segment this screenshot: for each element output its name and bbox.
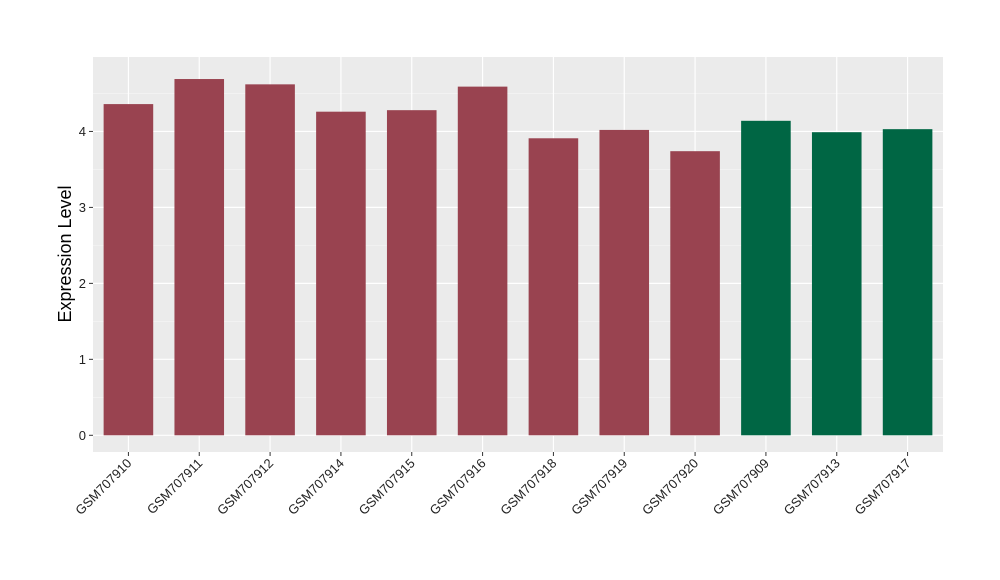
y-tick-label: 0 xyxy=(79,428,86,443)
bar-GSM707912 xyxy=(245,84,295,436)
x-tick-label: GSM707911 xyxy=(144,456,206,518)
bar-GSM707910 xyxy=(103,104,154,436)
x-tick-label: GSM707913 xyxy=(781,456,843,518)
x-tick-label: GSM707914 xyxy=(285,456,347,518)
plot-panel xyxy=(93,57,943,452)
x-tick-label: GSM707918 xyxy=(497,456,559,518)
bar-GSM707917 xyxy=(882,129,933,436)
x-tick-label: GSM707919 xyxy=(568,456,630,518)
y-axis-title: Expression Level xyxy=(55,185,75,322)
bar-GSM707920 xyxy=(670,151,720,436)
x-axis: GSM707910 GSM707911 GSM707912 GSM707914 GSM7… xyxy=(72,452,914,518)
x-tick-label: GSM707915 xyxy=(356,456,418,518)
bar-GSM707909 xyxy=(741,120,791,436)
y-tick-label: 3 xyxy=(79,200,86,215)
bar-GSM707916 xyxy=(457,86,508,436)
x-tick-label: GSM707920 xyxy=(639,456,701,518)
x-tick-label: GSM707917 xyxy=(851,456,913,518)
bar-GSM707914 xyxy=(316,111,366,436)
bar-GSM707911 xyxy=(174,79,225,436)
x-tick-label: GSM707916 xyxy=(426,456,488,518)
bar-GSM707919 xyxy=(599,129,650,436)
bar-GSM707915 xyxy=(386,110,437,436)
x-tick-label: GSM707910 xyxy=(72,456,134,518)
y-tick-label: 1 xyxy=(79,352,86,367)
y-tick-label: 2 xyxy=(79,276,86,291)
bar-GSM707913 xyxy=(811,132,862,436)
x-tick-label: GSM707912 xyxy=(214,456,276,518)
x-tick-label: GSM707909 xyxy=(710,456,772,518)
bars xyxy=(103,79,933,436)
bar-GSM707918 xyxy=(528,138,579,436)
y-axis: 0 1 2 3 4 xyxy=(79,124,93,443)
y-tick-label: 4 xyxy=(79,124,86,139)
